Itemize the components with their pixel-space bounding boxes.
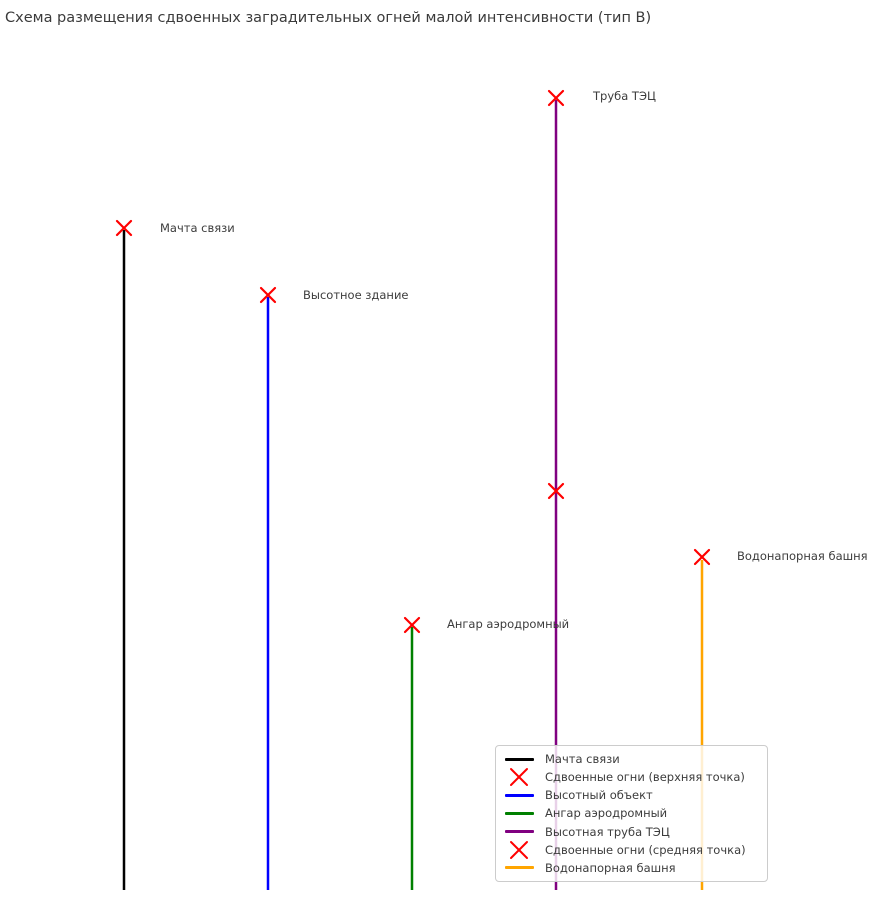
legend-item-lights-top: Сдвоенные огни (верхняя точка) [502, 767, 761, 787]
legend-item-label: Сдвоенные огни (средняя точка) [545, 842, 746, 857]
legend-line-sample-icon [502, 830, 536, 834]
legend-line-swatch [504, 866, 534, 870]
legend-item-building: Высотный объект [502, 786, 761, 804]
legend: Мачта связи Сдвоенные огни (верхняя точка… [495, 745, 768, 882]
hangar-label: Ангар аэродромный [447, 617, 570, 631]
building-top-obstruction-light-marker-icon [259, 286, 277, 304]
legend-item-label: Сдвоенные огни (верхняя точка) [545, 770, 745, 785]
legend-line-swatch [504, 830, 534, 834]
watertower-label: Водонапорная башня [737, 549, 868, 563]
legend-line-swatch [504, 811, 534, 815]
legend-x-marker-icon [502, 840, 536, 860]
chimney-middle-obstruction-light-marker-icon [547, 482, 565, 500]
legend-item-watertower: Водонапорная башня [502, 859, 761, 877]
legend-item-mast: Мачта связи [502, 750, 761, 768]
legend-x-marker-icon [502, 767, 536, 787]
legend-item-label: Высотный объект [545, 788, 653, 803]
legend-item-label: Мачта связи [545, 752, 620, 767]
legend-line-sample-icon [502, 757, 536, 761]
legend-x-glyph [510, 768, 528, 787]
chart-title: Схема размещения сдвоенных заградительны… [5, 10, 652, 26]
legend-item-lights-middle: Сдвоенные огни (средняя точка) [502, 840, 761, 860]
legend-item-chimney: Высотная труба ТЭЦ [502, 823, 761, 841]
legend-item-hangar: Ангар аэродромный [502, 804, 761, 822]
legend-item-label: Высотная труба ТЭЦ [545, 824, 670, 839]
hangar-top-obstruction-light-marker-icon [403, 616, 421, 634]
watertower-top-obstruction-light-marker-icon [693, 548, 711, 566]
chimney-label: Труба ТЭЦ [593, 89, 656, 103]
mast-label: Мачта связи [160, 221, 235, 235]
chimney-top-obstruction-light-marker-icon [547, 89, 565, 107]
legend-line-swatch [504, 757, 534, 761]
legend-item-label: Водонапорная башня [545, 860, 676, 875]
legend-line-sample-icon [502, 866, 536, 870]
legend-item-label: Ангар аэродромный [545, 806, 668, 821]
legend-line-sample-icon [502, 793, 536, 797]
building-label: Высотное здание [303, 288, 409, 302]
mast-top-obstruction-light-marker-icon [115, 219, 133, 237]
legend-line-swatch [504, 793, 534, 797]
legend-x-glyph [510, 840, 528, 859]
legend-line-sample-icon [502, 811, 536, 815]
